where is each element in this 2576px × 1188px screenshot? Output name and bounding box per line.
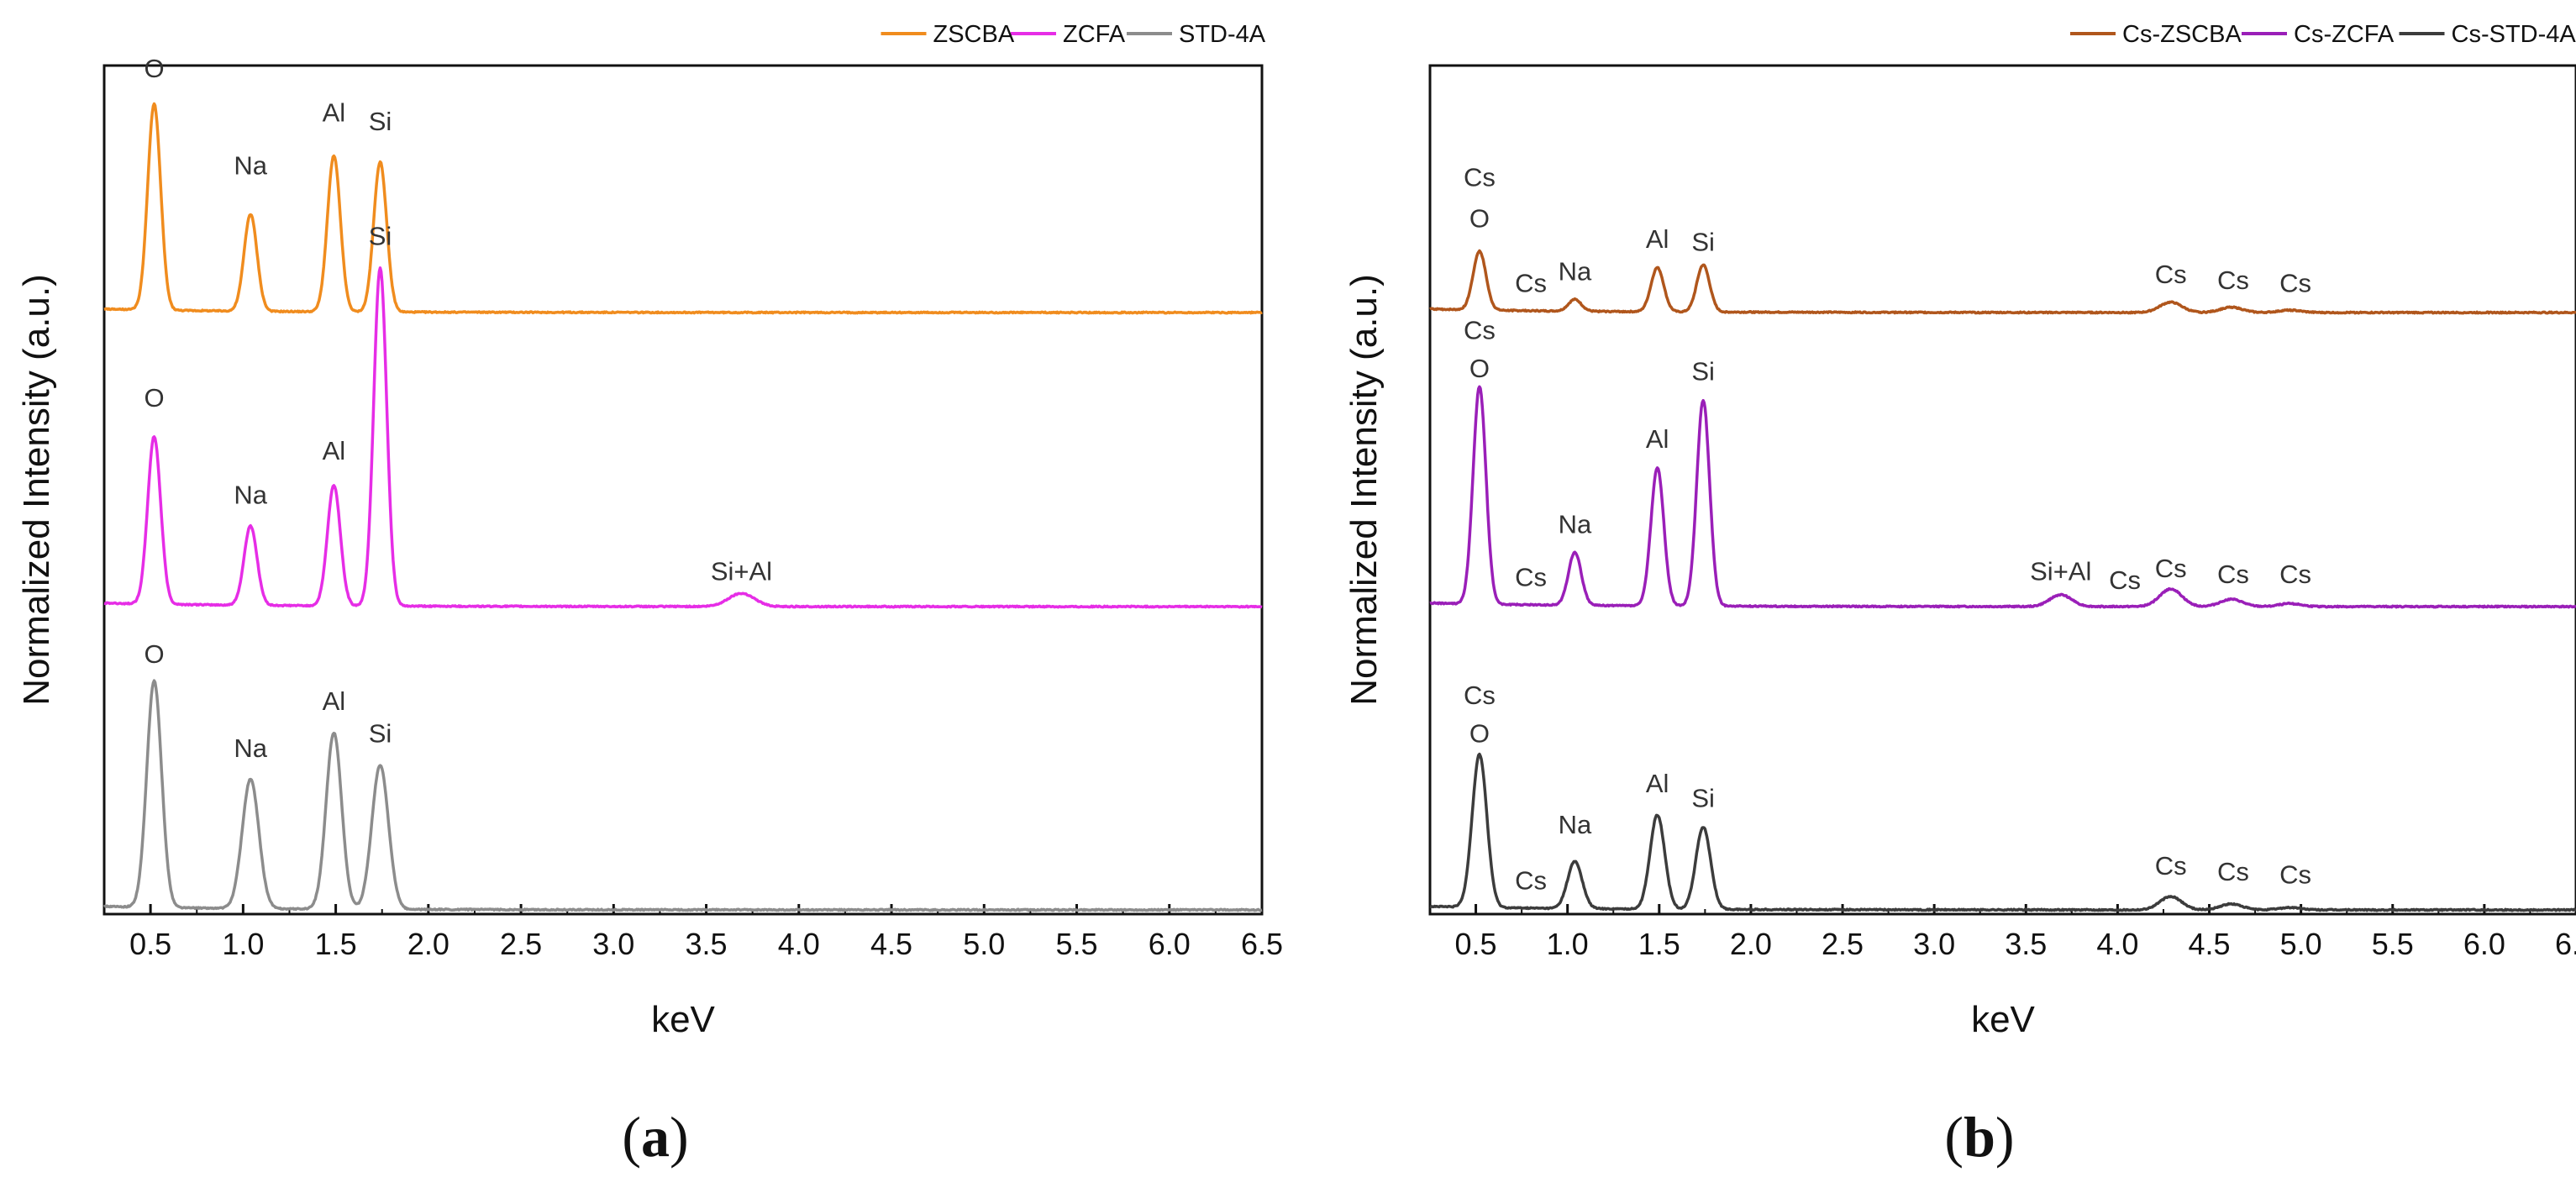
panel-label: (a): [622, 1105, 688, 1169]
legend-label: Cs-STD-4A: [2452, 21, 2576, 48]
peak-label: Na: [1559, 510, 1592, 539]
peak-label: O: [1469, 204, 1490, 234]
x-tick-label: 6.0: [2463, 927, 2505, 961]
x-tick-label: 1.5: [315, 927, 357, 961]
series-line-zscba: [103, 102, 1263, 315]
peak-label: Si: [1691, 357, 1715, 386]
peak-label: Al: [323, 436, 346, 465]
peak-label: Cs: [1515, 866, 1547, 896]
peak-label: Si+Al: [2030, 557, 2091, 586]
legend-label: STD-4A: [1179, 21, 1266, 48]
peak-label: Cs: [1515, 269, 1547, 298]
chart-panel-a: 0.5 1.0 1.5 2.0 2.5 3.0 3.5 4.0 4.5 5.0 5.5 6.0 6.5 k…: [16, 21, 1283, 1169]
peak-label: Al: [1646, 424, 1669, 454]
x-axis-title: keV: [651, 999, 715, 1040]
legend-label: ZCFA: [1063, 21, 1126, 48]
x-tick-label: 2.5: [1822, 927, 1864, 961]
peak-label: Cs: [1464, 163, 1496, 192]
peak-label: Cs: [1464, 316, 1496, 345]
peak-label: O: [1469, 719, 1490, 749]
x-tick-label: 5.0: [963, 927, 1005, 961]
peak-label: Na: [1559, 257, 1592, 286]
panel-label: (b): [1944, 1105, 2014, 1169]
series-line-cs-std-4a: [1429, 752, 2576, 912]
x-tick-label: 4.0: [2096, 927, 2138, 961]
peak-label: Cs: [2279, 860, 2311, 890]
x-tick-label: 3.0: [592, 927, 634, 961]
series-line-zcfa: [103, 266, 1263, 609]
peak-label: Cs: [2155, 260, 2187, 289]
series-line-std-4a: [103, 679, 1263, 912]
x-tick-label: 2.0: [1730, 927, 1772, 961]
peak-label: Si: [369, 107, 392, 136]
peak-label: Cs: [2279, 269, 2311, 298]
legend-label: Cs-ZCFA: [2294, 21, 2395, 48]
x-tick-label: 6.0: [1149, 927, 1191, 961]
panel-label-letter: a: [641, 1105, 670, 1169]
peak-label: Cs: [2217, 857, 2249, 886]
peak-label: Al: [1646, 224, 1669, 254]
peak-label: Cs: [1515, 563, 1547, 592]
peak-label: Al: [323, 686, 346, 716]
x-tick-label: 1.0: [222, 927, 264, 961]
series-line-cs-zcfa: [1429, 385, 2576, 609]
x-tick-label: 3.5: [2005, 927, 2047, 961]
legend-label: Cs-ZSCBA: [2122, 21, 2242, 48]
x-tick-label: 2.0: [407, 927, 449, 961]
peak-label: Si: [369, 222, 392, 251]
peak-label: Si: [1691, 784, 1715, 813]
x-tick-label: 5.5: [2372, 927, 2414, 961]
plot-frame: [103, 64, 1264, 916]
peak-label: Cs: [2279, 560, 2311, 589]
peak-label: Al: [323, 98, 346, 128]
x-tick-label: 1.5: [1638, 927, 1680, 961]
peak-label: Cs: [2217, 560, 2249, 589]
peak-label: O: [1469, 354, 1490, 383]
x-tick-label: 0.5: [129, 927, 171, 961]
peak-label: Cs: [2155, 851, 2187, 880]
peak-label: Si+Al: [711, 557, 772, 586]
panel-label-close: ): [1995, 1105, 2015, 1169]
x-tick-label: 6.5: [1241, 927, 1283, 961]
x-tick-label: 3.0: [1913, 927, 1955, 961]
peak-label: Cs: [2217, 265, 2249, 295]
series-line-cs-zscba: [1429, 249, 2576, 315]
peak-label: Na: [234, 151, 267, 181]
peak-label: Na: [1559, 810, 1592, 839]
peak-label: Si: [369, 719, 392, 749]
peak-label: O: [144, 54, 164, 83]
x-tick-label: 6.5: [2555, 927, 2576, 961]
x-tick-label: 4.5: [2188, 927, 2230, 961]
peak-label: O: [144, 639, 164, 669]
peak-label: Cs: [2109, 565, 2141, 595]
x-axis-title: keV: [1971, 999, 2035, 1040]
x-tick-label: 4.5: [870, 927, 912, 961]
peak-label: O: [144, 383, 164, 413]
peak-label: Cs: [1464, 681, 1496, 710]
panel-label-close: ): [670, 1105, 689, 1169]
panel-label-open: (: [622, 1105, 641, 1169]
peak-label: Al: [1646, 769, 1669, 798]
plot-frame: [1428, 64, 2576, 916]
x-tick-label: 3.5: [686, 927, 728, 961]
x-tick-label: 5.0: [2280, 927, 2322, 961]
y-axis-title: Normalized Intensity (a.u.): [16, 274, 57, 706]
x-tick-label: 1.0: [1547, 927, 1589, 961]
x-tick-label: 4.0: [778, 927, 820, 961]
peak-label: Si: [1691, 228, 1715, 257]
peak-label: Na: [234, 481, 267, 510]
chart-panel-b: 0.5 1.0 1.5 2.0 2.5 3.0 3.5 4.0 4.5 5.0 5.5 6.0 6.5 k…: [1343, 21, 2576, 1169]
panel-label-open: (: [1944, 1105, 1964, 1169]
x-tick-label: 0.5: [1455, 927, 1497, 961]
y-axis-title: Normalized Intensity (a.u.): [1343, 274, 1385, 706]
x-tick-label: 5.5: [1055, 927, 1097, 961]
peak-label: Cs: [2155, 554, 2187, 583]
panel-label-letter: b: [1964, 1105, 1995, 1169]
peak-label: Na: [234, 733, 267, 763]
legend-label: ZSCBA: [933, 21, 1015, 48]
x-tick-label: 2.5: [500, 927, 542, 961]
